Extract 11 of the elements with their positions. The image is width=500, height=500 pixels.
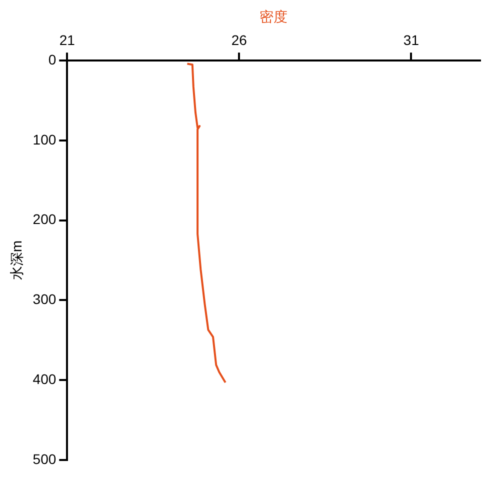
x-tick-label: 21	[59, 32, 76, 48]
y-tick-label: 0	[48, 51, 56, 68]
x-axis-title: 密度	[260, 8, 288, 24]
y-tick-label: 400	[32, 370, 56, 387]
x-tick-label: 31	[403, 32, 420, 48]
y-tick-label: 200	[32, 211, 56, 228]
y-tick-label: 100	[32, 131, 56, 148]
y-axis-title: 水深m	[8, 240, 24, 280]
y-tick-label: 300	[32, 291, 56, 308]
x-tick-label: 26	[231, 32, 248, 48]
y-tick-label: 500	[32, 450, 56, 467]
